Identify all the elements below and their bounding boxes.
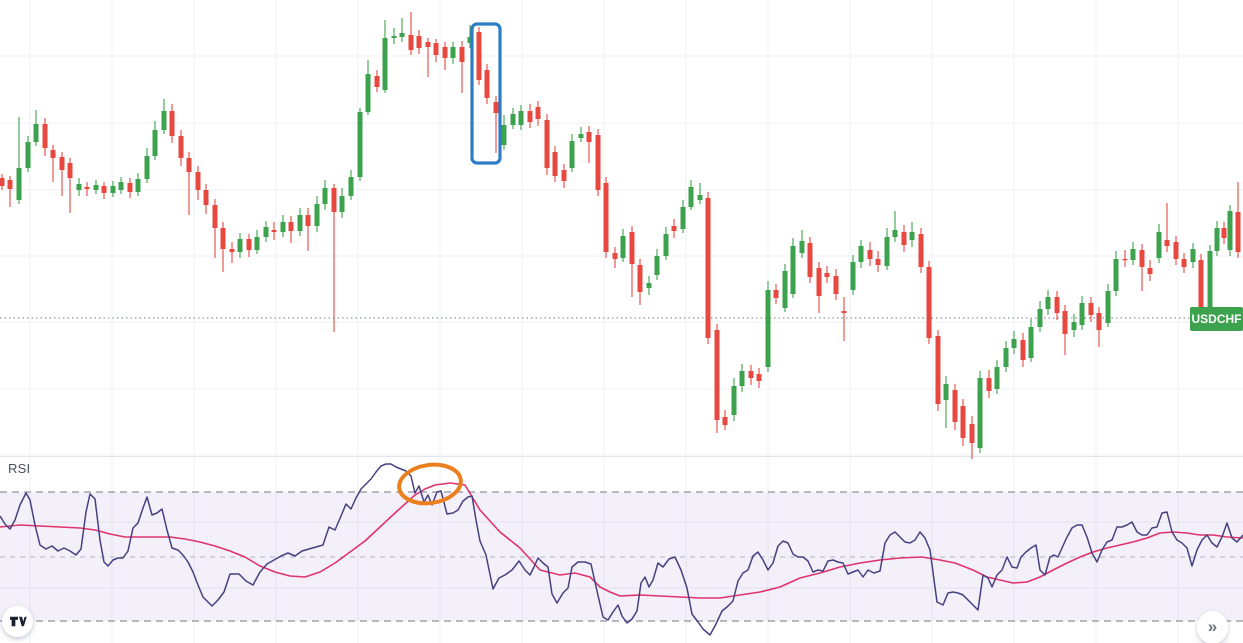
rsi-level-lines <box>0 491 1243 622</box>
drawing-annotations[interactable] <box>397 22 502 507</box>
double-chevron-right-icon: » <box>1207 616 1218 636</box>
scroll-to-latest-button[interactable]: » <box>1197 611 1228 643</box>
rsi-line <box>0 463 1243 636</box>
orange-highlight-ellipse[interactable] <box>397 461 464 507</box>
rsi-indicator-label[interactable]: RSI <box>8 461 31 476</box>
tradingview-logo-icon <box>9 616 27 627</box>
symbol-price-badge: USDCHF <box>1190 307 1243 331</box>
candlestick-series <box>0 12 1241 459</box>
rsi-ma-line <box>0 482 1243 599</box>
blue-highlight-box[interactable] <box>470 22 502 165</box>
tradingview-logo-button[interactable] <box>2 606 33 637</box>
